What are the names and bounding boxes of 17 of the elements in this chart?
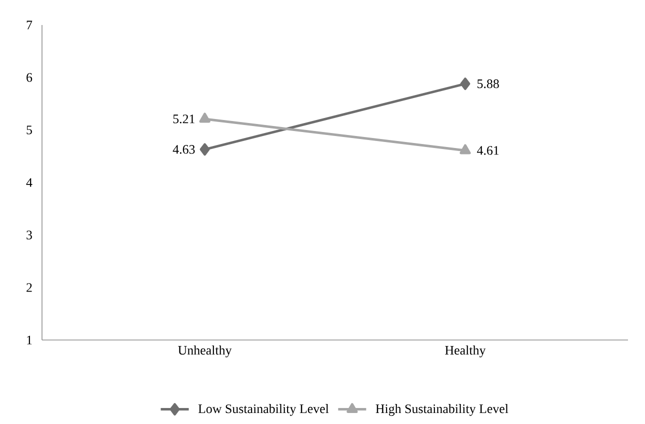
- point: [200, 143, 210, 156]
- x-tick-label: Healthy: [445, 346, 486, 358]
- point: [460, 78, 470, 90]
- y-tick-label: 5: [26, 126, 32, 134]
- data-label: 4.61: [477, 146, 499, 155]
- data-label: 5.88: [478, 79, 499, 88]
- y-tick-label: 2: [26, 283, 32, 292]
- data-label: 5.21: [173, 114, 194, 124]
- y-tick-label: 7: [26, 20, 32, 30]
- x-tick-label: Unhealthy: [178, 346, 232, 358]
- legend-label: Low Sustainability Level: [198, 404, 329, 416]
- legend-label: High Sustainability Level: [376, 404, 508, 416]
- y-tick-label: 4: [26, 178, 32, 187]
- y-tick-label: 6: [26, 73, 32, 82]
- y-tick-label: 1: [27, 336, 32, 344]
- data-label: 4.63: [172, 145, 195, 154]
- y-tick-label: 3: [26, 230, 32, 240]
